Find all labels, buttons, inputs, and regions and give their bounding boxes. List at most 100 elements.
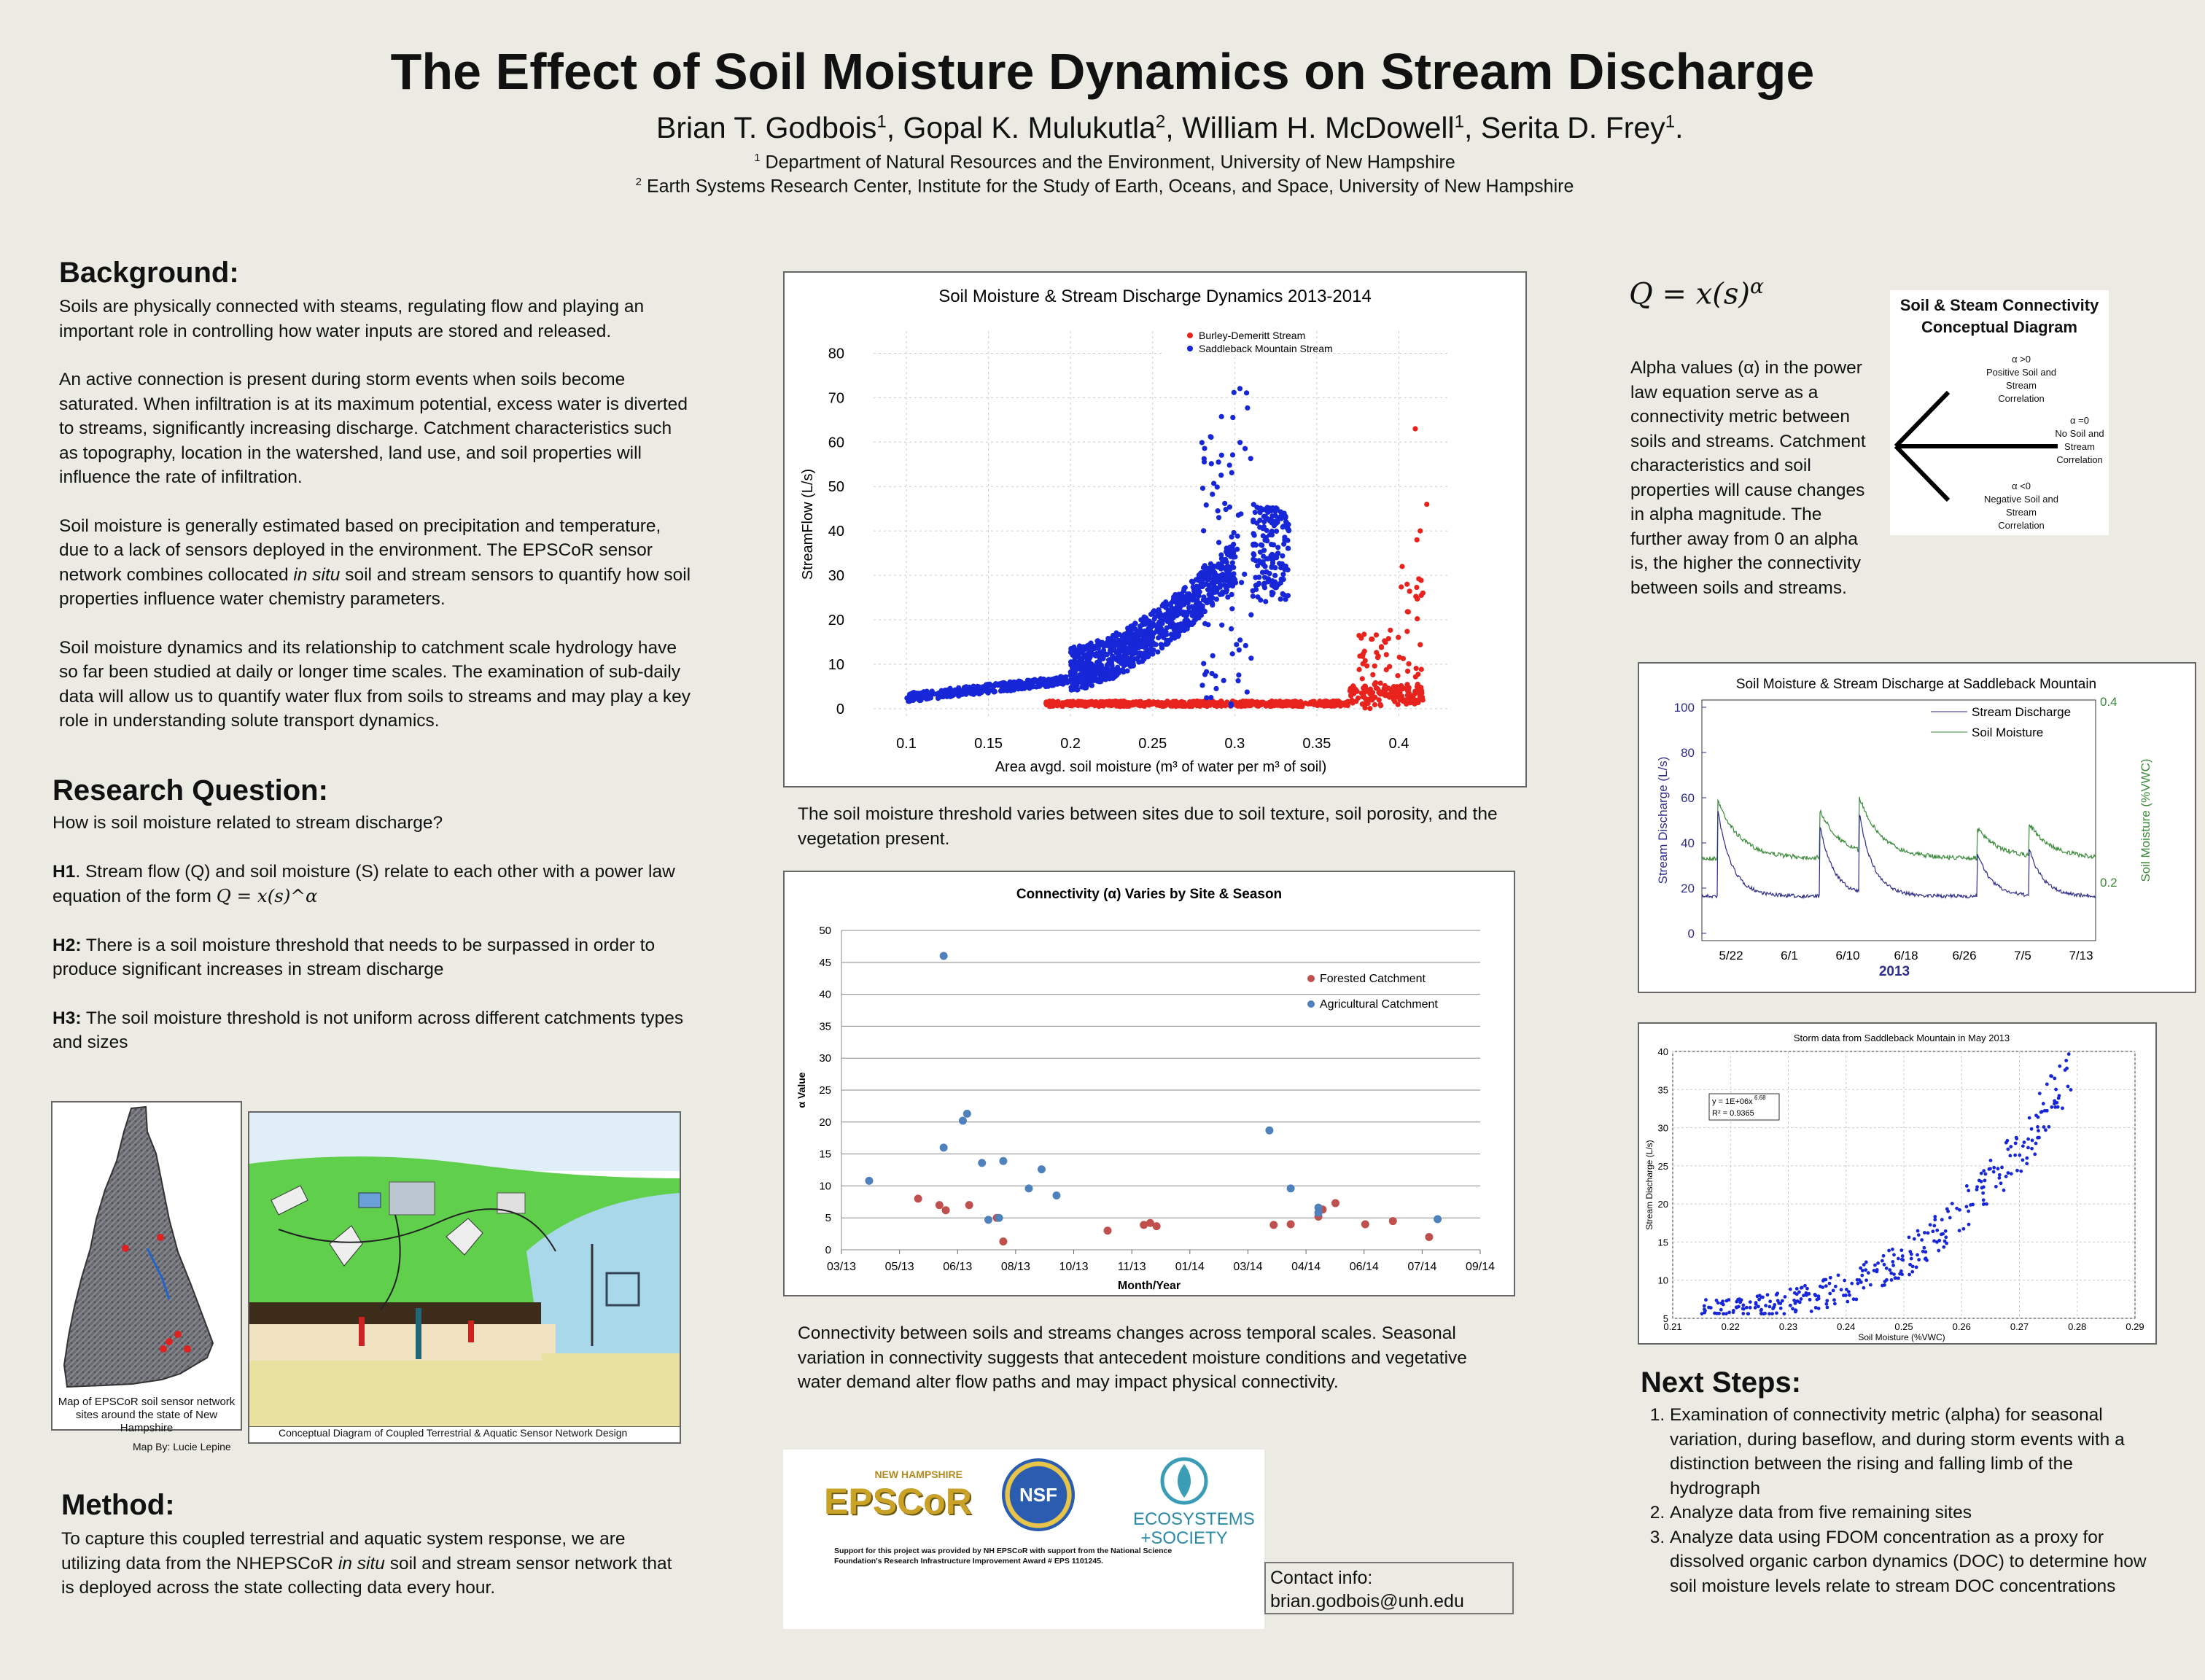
saddleback-point <box>1191 618 1197 623</box>
background-heading: Background: <box>59 257 239 289</box>
saddleback-point <box>1044 680 1050 685</box>
saddleback-point <box>1139 658 1146 664</box>
saddleback-point <box>1199 682 1205 688</box>
storm-point <box>1883 1280 1887 1283</box>
burley-demeritt-point <box>1361 631 1367 637</box>
author-list: Brian T. Godbois1, Gopal K. Mulukutla2, … <box>656 111 1684 144</box>
x-tick-label: 03/13 <box>827 1261 856 1273</box>
storm-point <box>2034 1141 2038 1146</box>
forested-point <box>1103 1226 1112 1235</box>
burley-demeritt-point <box>1377 701 1383 707</box>
chart1-svg: Soil Moisture & Stream Discharge Dynamic… <box>800 287 1448 775</box>
stream-discharge-line <box>1701 811 2096 900</box>
saddleback-point <box>928 695 934 701</box>
saddleback-point <box>1227 575 1234 580</box>
burley-demeritt-point <box>1160 704 1166 709</box>
storm-point <box>1727 1310 1731 1315</box>
storm-point <box>1881 1253 1886 1258</box>
burley-demeritt-point <box>1373 685 1379 691</box>
storm-point <box>1702 1304 1706 1308</box>
saddleback-point <box>1148 650 1154 656</box>
burley-demeritt-point <box>1329 701 1336 707</box>
storm-point <box>1999 1181 2003 1186</box>
saddleback-point <box>1113 634 1119 639</box>
saddleback-point <box>1137 640 1143 646</box>
saddleback-point <box>1204 695 1210 701</box>
burley-demeritt-point <box>1363 696 1369 701</box>
storm-point <box>1778 1306 1783 1310</box>
saddleback-point <box>1176 626 1182 632</box>
storm-point <box>2026 1146 2030 1150</box>
storm-point <box>1775 1311 1778 1315</box>
legend-marker-blue <box>1187 346 1193 351</box>
saddleback-point <box>1156 618 1163 625</box>
saddleback-point <box>1239 580 1245 586</box>
saddleback-point <box>1250 593 1256 599</box>
burley-demeritt-point <box>1374 655 1381 661</box>
saddleback-point <box>1281 592 1287 598</box>
sensor-network-diagram <box>249 1113 680 1426</box>
legend-label: Forested Catchment <box>1320 973 1426 985</box>
saddleback-point <box>1268 541 1275 548</box>
saddleback-point <box>1068 648 1074 653</box>
burley-demeritt-point <box>1275 701 1281 707</box>
storm-point <box>2045 1108 2049 1113</box>
agricultural-point <box>995 1213 1003 1222</box>
storm-point <box>1714 1298 1719 1302</box>
saddleback-point <box>1237 386 1243 392</box>
saddleback-point <box>1257 517 1263 523</box>
burley-demeritt-point <box>1387 664 1393 669</box>
x-axis-label: Month/Year <box>1118 1280 1181 1292</box>
author-affiliation-mark: 1 <box>1665 112 1676 132</box>
saddleback-point <box>1280 553 1286 559</box>
storm-point <box>2021 1158 2025 1162</box>
saddleback-point <box>1263 599 1269 604</box>
legend-label: Burley-Demeritt Stream <box>1199 330 1305 341</box>
storm-point <box>1746 1312 1751 1316</box>
burley-demeritt-point <box>1151 699 1156 705</box>
saddleback-point <box>1278 564 1284 571</box>
storm-point <box>1868 1283 1872 1287</box>
y-tick-label: 15 <box>1658 1237 1668 1248</box>
saddleback-point <box>1229 606 1235 612</box>
storm-point <box>1864 1268 1868 1272</box>
burley-demeritt-point <box>1236 702 1242 708</box>
saddleback-point <box>1024 677 1030 683</box>
x-tick-label: 6/10 <box>1835 949 1859 962</box>
storm-point <box>2021 1144 2025 1148</box>
saddleback-point <box>1236 647 1242 653</box>
burley-demeritt-point <box>1418 642 1423 648</box>
sensor-diagram-panel: Conceptual Diagram of Coupled Terrestria… <box>248 1111 681 1444</box>
burley-demeritt-point <box>1374 650 1380 656</box>
x-tick-label: 0.4 <box>1389 736 1409 752</box>
storm-point <box>2013 1141 2018 1146</box>
storm-point <box>2053 1076 2057 1081</box>
storm-point <box>1910 1269 1915 1274</box>
saddleback-point <box>1272 513 1278 519</box>
burley-demeritt-point <box>1146 701 1153 707</box>
storm-point <box>1727 1298 1731 1302</box>
saddleback-point <box>1199 485 1206 491</box>
saddleback-point <box>1231 571 1237 577</box>
agricultural-point <box>1052 1191 1061 1200</box>
storm-point <box>1945 1241 1948 1245</box>
saddleback-point <box>1213 673 1218 679</box>
negative-correlation-label: α <0 Negative Soil and Stream Correlation <box>1984 481 2058 531</box>
saddleback-point <box>1089 682 1094 688</box>
storm-point <box>1924 1250 1928 1254</box>
fit-r2: R² = 0.9365 <box>1712 1109 1754 1118</box>
contact-email[interactable]: brian.godbois@unh.edu <box>1270 1591 1464 1611</box>
forested-point <box>914 1194 922 1203</box>
saddleback-point <box>1234 642 1240 648</box>
saddleback-point <box>926 691 932 696</box>
saddleback-point <box>1154 610 1161 615</box>
y-tick-label: 20 <box>1658 1199 1668 1210</box>
storm-point <box>1907 1235 1911 1240</box>
saddleback-point <box>1209 590 1216 596</box>
saddleback-point <box>1261 518 1267 525</box>
storm-point <box>1774 1293 1778 1296</box>
saddleback-point <box>1269 518 1275 524</box>
saddleback-point <box>1208 461 1214 467</box>
burley-demeritt-point <box>1359 676 1365 682</box>
saddleback-point <box>1235 512 1241 518</box>
